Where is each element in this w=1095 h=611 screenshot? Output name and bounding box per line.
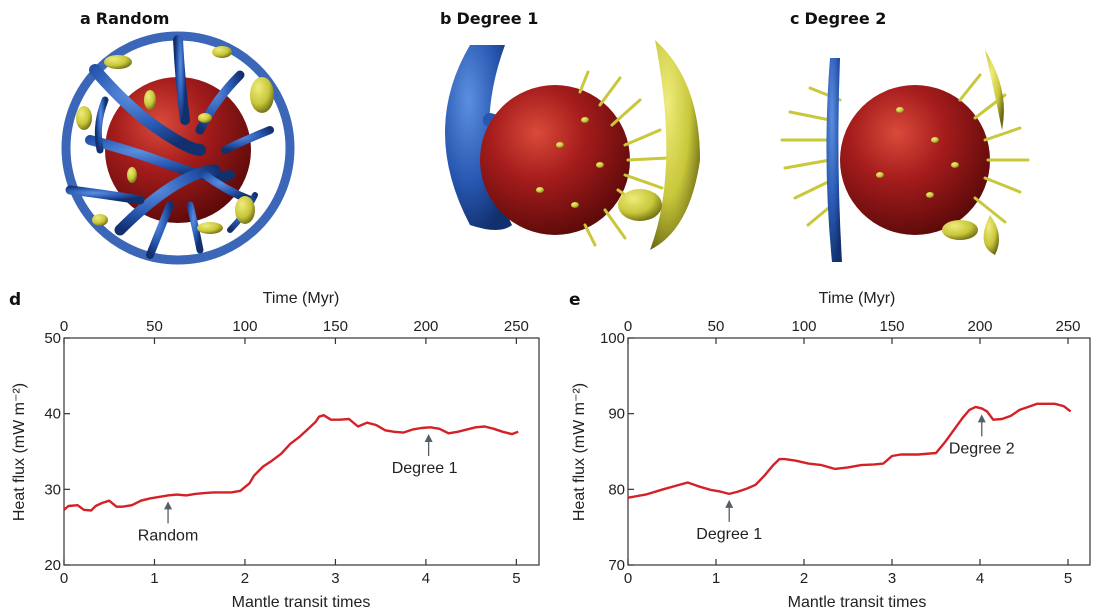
chart-e-ytick-label: 100	[600, 330, 625, 347]
chart-d-x2tick-label: 150	[323, 318, 348, 335]
chart-e-ylabel: Heat flux (mW m⁻²)	[571, 383, 588, 521]
chart-d-frame	[63, 337, 540, 566]
chart-d-x2tick-label: 100	[232, 318, 257, 335]
chart-d-x2tick-label: 50	[146, 318, 163, 335]
chart-e-xtick-label: 5	[1064, 570, 1072, 587]
chart-d-xtick-label: 3	[331, 570, 339, 587]
panel-a-letter: a	[80, 9, 91, 28]
chart-d-xtick-label: 2	[241, 570, 249, 587]
hot-plumes-random	[76, 46, 274, 234]
sphere-random	[61, 31, 295, 265]
chart-e-ytick-label: 70	[608, 557, 625, 574]
chart-e-x2tick-label: 0	[624, 318, 632, 335]
panel-d-letter: d	[9, 290, 22, 310]
chart-e-series-line	[627, 402, 1072, 499]
panel-b-title: Degree 1	[456, 9, 539, 28]
chart-d-xlabel: Mantle transit times	[232, 594, 371, 611]
panel-a-label: a Random	[80, 9, 169, 28]
chart-e-xlabel: Mantle transit times	[788, 594, 927, 611]
cold-sheet-degree2	[826, 58, 842, 262]
chart-e-annotation-label: Degree 2	[949, 440, 1015, 457]
chart-d-x2tick-label: 200	[413, 318, 438, 335]
chart-e-x2tick-label: 100	[791, 318, 816, 335]
chart-e-xtick-label: 2	[800, 570, 808, 587]
chart-e-x2tick-label: 250	[1055, 318, 1080, 335]
panel-d-label: d	[9, 290, 21, 310]
chart-e-xtick-label: 3	[888, 570, 896, 587]
chart-e-xtick-label: 0	[624, 570, 632, 587]
sphere-degree2	[780, 50, 1030, 262]
chart-d-ylabel: Heat flux (mW m⁻²)	[11, 383, 28, 521]
chart-e-x2tick-label: 200	[967, 318, 992, 335]
panel-b-letter: b	[440, 9, 452, 28]
chart-e-ytick-label: 80	[608, 481, 625, 498]
panel-b-label: b Degree 1	[440, 9, 538, 28]
chart-d-series-line	[63, 414, 519, 512]
chart-e-xtick-label: 1	[712, 570, 720, 587]
chart-d-annotation-label: Random	[138, 527, 198, 544]
chart-d-x2tick-label: 250	[504, 318, 529, 335]
chart-e-frame	[627, 337, 1091, 566]
chart-d-x2tick-label: 0	[60, 318, 68, 335]
panel-c-label: c Degree 2	[790, 9, 886, 28]
chart-e-x2tick-label: 150	[879, 318, 904, 335]
chart-d-ytick-label: 20	[44, 557, 61, 574]
chart-e-ytick-label: 90	[608, 406, 625, 423]
chart-e-annotation-arrowhead	[977, 414, 986, 423]
chart-d-annotation-arrowhead	[424, 434, 433, 443]
chart-e-annotation-arrowhead	[725, 499, 734, 508]
sphere-degree1	[445, 40, 700, 250]
chart-d-ytick-label: 40	[44, 406, 61, 423]
chart-e-x2tick-label: 50	[708, 318, 725, 335]
panel-a-title: Random	[95, 9, 170, 28]
chart-e-xtick-label: 4	[976, 570, 984, 587]
panel-e-letter: e	[569, 290, 581, 310]
chart-d-xtick-label: 0	[60, 570, 68, 587]
cold-plumes-random	[65, 35, 274, 259]
chart-d-annotation-label: Degree 1	[392, 460, 458, 477]
chart-d-ytick-label: 30	[44, 481, 61, 498]
chart-e: 0 1 2 3 4 5 0 50 100 150 200 250 70 80 90 100 Mantle …	[571, 290, 1091, 611]
sphere-degree2-core	[840, 85, 990, 235]
chart-d-ytick-label: 50	[44, 330, 61, 347]
chart-e-x2label: Time (Myr)	[819, 290, 896, 307]
panel-c-title: Degree 2	[804, 9, 887, 28]
chart-d-xtick-label: 5	[512, 570, 520, 587]
chart-d-x2label: Time (Myr)	[263, 290, 340, 307]
panel-e-label: e	[569, 290, 581, 310]
chart-d-xtick-label: 4	[422, 570, 430, 587]
chart-d-annotation-arrowhead	[164, 501, 173, 510]
sphere-degree1-core	[480, 85, 630, 235]
chart-e-annotation-label: Degree 1	[696, 526, 762, 543]
hot-blobs-degree2	[876, 50, 1004, 255]
hot-blobs-degree1	[536, 40, 700, 250]
chart-d-xtick-label: 1	[150, 570, 158, 587]
panel-c-letter: c	[790, 9, 800, 28]
